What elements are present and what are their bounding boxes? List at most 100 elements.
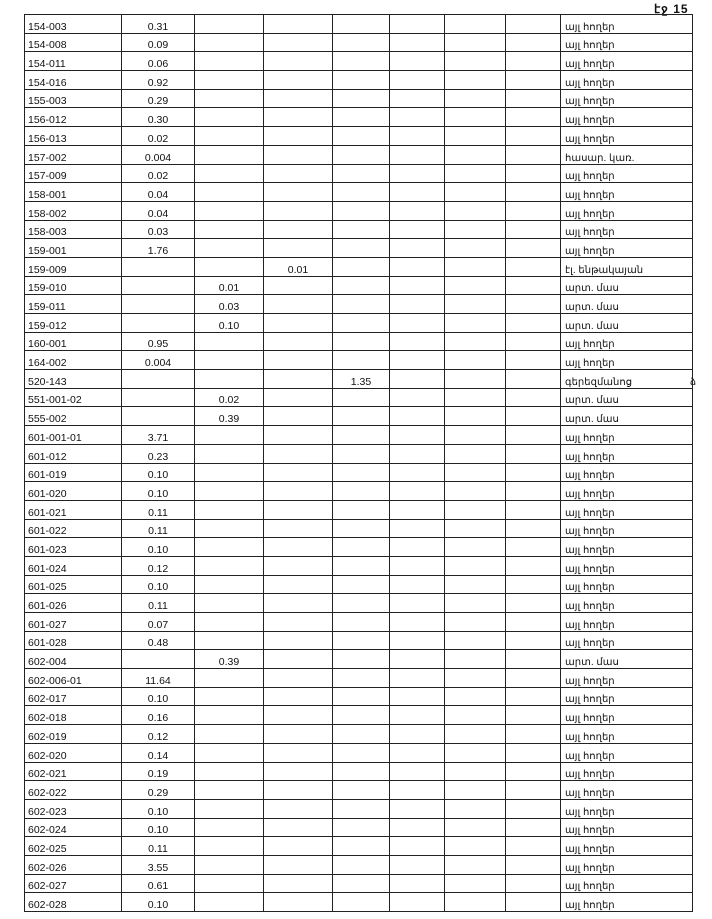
area-value: 0.10 xyxy=(121,574,195,595)
table-row: 157-009 0.02 այլ հողեր xyxy=(24,163,693,184)
area-value: 11.64 xyxy=(121,668,195,688)
table-row: 158-002 0.04 այլ հողեր xyxy=(24,200,693,221)
empty-cell xyxy=(444,350,506,371)
empty-cell xyxy=(505,107,561,128)
empty-cell xyxy=(263,88,333,109)
parcel-id: 158-002 xyxy=(24,200,122,221)
empty-cell xyxy=(505,555,561,576)
parcel-id: 602-022 xyxy=(24,780,122,800)
empty-cell xyxy=(389,88,445,109)
table-row: 601-025 0.10 այլ հողեր xyxy=(24,574,693,595)
parcel-id: 602-020 xyxy=(24,742,122,763)
parcel-id: 601-019 xyxy=(24,462,122,483)
area-value: 0.04 xyxy=(121,200,195,221)
empty-cell xyxy=(444,537,506,557)
empty-cell xyxy=(505,649,561,670)
land-use-label: արտ. մաս xyxy=(560,406,693,427)
empty-cell xyxy=(389,182,445,202)
empty-cell xyxy=(389,425,445,445)
empty-cell xyxy=(444,107,506,128)
empty-cell xyxy=(505,256,561,277)
area-value: 0.02 xyxy=(194,387,264,408)
empty-cell xyxy=(505,294,561,314)
area-value: 0.29 xyxy=(121,780,195,800)
empty-cell xyxy=(332,144,390,165)
empty-cell xyxy=(332,32,390,53)
empty-cell xyxy=(332,854,390,875)
empty-cell xyxy=(389,836,445,856)
area-value: 0.10 xyxy=(121,892,195,912)
empty-cell xyxy=(389,387,445,408)
empty-cell xyxy=(263,51,333,72)
table-row: 159-009 0.01 էլ. ենթակայան xyxy=(24,256,693,277)
table-row: 520-143 1.35 գերեզմանոց xyxy=(24,369,693,389)
area-value: 0.95 xyxy=(121,331,195,352)
empty-cell xyxy=(194,182,264,202)
empty-cell xyxy=(194,144,264,165)
area-value: 0.19 xyxy=(121,761,195,782)
empty-cell xyxy=(389,555,445,576)
empty-cell xyxy=(389,630,445,651)
empty-cell xyxy=(389,649,445,670)
empty-cell xyxy=(505,518,561,539)
parcel-id: 601-023 xyxy=(24,537,122,557)
empty-cell xyxy=(444,724,506,744)
land-use-label: այլ հողեր xyxy=(560,873,693,894)
empty-cell xyxy=(332,350,390,371)
empty-cell xyxy=(389,331,445,352)
table-row: 602-020 0.14 այլ հողեր xyxy=(24,742,693,763)
empty-cell xyxy=(505,70,561,90)
land-use-label: այլ հողեր xyxy=(560,331,693,352)
land-use-label: էլ. ենթակայան xyxy=(560,256,693,277)
parcel-id: 159-010 xyxy=(24,275,122,296)
empty-cell xyxy=(389,350,445,371)
area-value: 0.10 xyxy=(194,313,264,333)
land-use-label: արտ. մաս xyxy=(560,649,693,670)
empty-cell xyxy=(332,892,390,912)
empty-cell xyxy=(444,387,506,408)
land-use-label: այլ հողեր xyxy=(560,724,693,744)
land-use-label: այլ հողեր xyxy=(560,537,693,557)
land-use-label: այլ հողեր xyxy=(560,518,693,539)
empty-cell xyxy=(332,406,390,427)
empty-cell xyxy=(389,780,445,800)
parcel-id: 601-024 xyxy=(24,555,122,576)
area-value: 0.61 xyxy=(121,873,195,894)
land-use-label: այլ հողեր xyxy=(560,443,693,464)
empty-cell xyxy=(194,686,264,707)
land-use-label: արտ. մաս xyxy=(560,387,693,408)
empty-cell xyxy=(194,742,264,763)
empty-cell xyxy=(194,836,264,856)
empty-cell xyxy=(194,481,264,501)
empty-cell xyxy=(263,780,333,800)
empty-cell xyxy=(505,182,561,202)
area-value: 0.10 xyxy=(121,537,195,557)
empty-cell xyxy=(263,70,333,90)
empty-cell xyxy=(389,238,445,258)
table-row: 164-002 0.004 այլ հողեր xyxy=(24,350,693,371)
empty-cell xyxy=(505,686,561,707)
empty-cell xyxy=(444,219,506,240)
empty-cell xyxy=(263,275,333,296)
area-value: 1.35 xyxy=(332,369,390,389)
empty-cell xyxy=(194,798,264,819)
area-value: 0.31 xyxy=(121,14,195,34)
empty-cell xyxy=(332,200,390,221)
empty-cell xyxy=(194,780,264,800)
area-value: 0.10 xyxy=(121,686,195,707)
area-value: 0.92 xyxy=(121,70,195,90)
empty-cell xyxy=(263,107,333,128)
empty-cell xyxy=(444,574,506,595)
empty-cell xyxy=(505,313,561,333)
empty-cell xyxy=(505,126,561,146)
empty-cell xyxy=(194,668,264,688)
empty-cell xyxy=(194,705,264,726)
land-use-label: այլ հողեր xyxy=(560,705,693,726)
empty-cell xyxy=(263,200,333,221)
empty-cell xyxy=(389,107,445,128)
empty-cell xyxy=(263,182,333,202)
empty-cell xyxy=(194,537,264,557)
parcel-id: 154-016 xyxy=(24,70,122,90)
empty-cell xyxy=(332,555,390,576)
